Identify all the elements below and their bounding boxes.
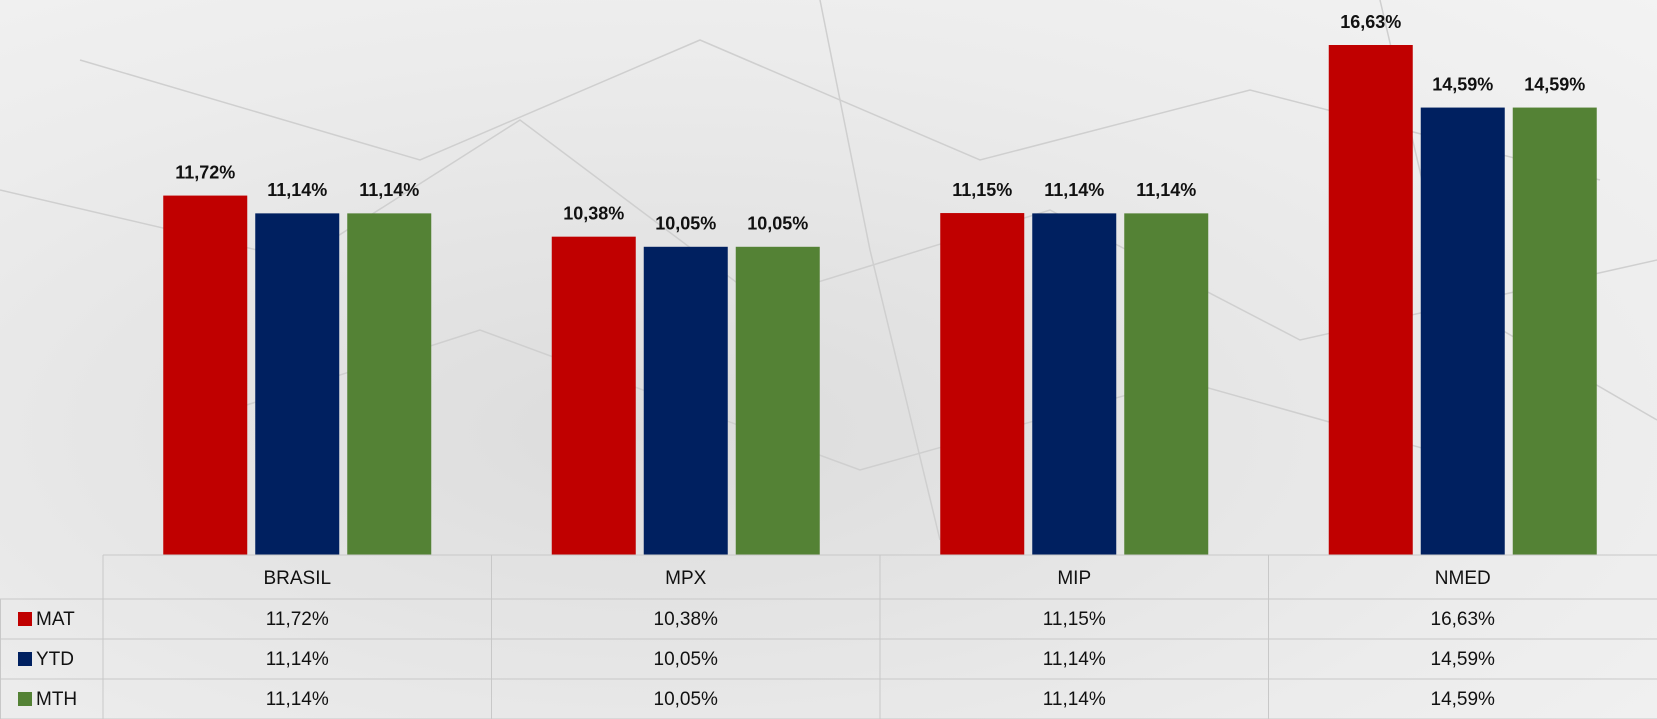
data-label: 11,72% xyxy=(175,162,235,182)
bar xyxy=(1420,107,1505,555)
data-label: 10,05% xyxy=(655,214,716,234)
x-tick-label: NMED xyxy=(1435,568,1491,589)
bar xyxy=(255,213,340,556)
table-cell: 16,63% xyxy=(1431,609,1496,630)
table-cell: 10,38% xyxy=(654,609,719,630)
bar xyxy=(1124,213,1209,556)
legend-key xyxy=(18,612,32,626)
bar xyxy=(643,246,728,556)
bar xyxy=(551,236,636,555)
data-label: 11,14% xyxy=(1044,180,1104,200)
bar xyxy=(735,246,820,556)
data-label: 10,38% xyxy=(563,203,624,223)
table-cell: 14,59% xyxy=(1431,689,1496,710)
data-label: 16,63% xyxy=(1340,12,1401,32)
bar xyxy=(1032,213,1117,556)
data-label: 14,59% xyxy=(1432,74,1493,94)
legend-label: YTD xyxy=(36,649,74,670)
table-cell: 10,05% xyxy=(654,689,719,710)
data-label: 11,14% xyxy=(267,180,327,200)
data-label: 14,59% xyxy=(1524,74,1585,94)
data-label: 10,05% xyxy=(747,214,808,234)
table-cell: 11,72% xyxy=(266,609,329,630)
bar xyxy=(940,213,1025,555)
table-cell: 11,14% xyxy=(266,649,329,670)
table-cell: 11,14% xyxy=(266,689,329,710)
x-tick-label: MPX xyxy=(665,568,707,589)
x-tick-label: MIP xyxy=(1057,568,1091,589)
legend-key xyxy=(18,652,32,666)
bar xyxy=(347,213,432,556)
data-table: BRASIL MPX MIP NMED MAT 11,72% 10,38% 11,15% 16,… xyxy=(0,554,1657,719)
data-label: 11,15% xyxy=(952,180,1012,200)
table-cell: 11,14% xyxy=(1043,649,1106,670)
table-cell: 14,59% xyxy=(1431,649,1496,670)
legend-key xyxy=(18,692,32,706)
table-cell: 11,14% xyxy=(1043,689,1106,710)
data-label: 11,14% xyxy=(359,180,419,200)
bar xyxy=(1512,107,1597,555)
legend-label: MTH xyxy=(36,689,77,710)
table-cell: 11,15% xyxy=(1043,609,1106,630)
data-label: 11,14% xyxy=(1136,180,1196,200)
table-cell: 10,05% xyxy=(654,649,719,670)
legend-label: MAT xyxy=(36,609,75,630)
x-tick-label: BRASIL xyxy=(263,568,331,589)
bar xyxy=(163,195,248,555)
bar xyxy=(1328,45,1413,555)
